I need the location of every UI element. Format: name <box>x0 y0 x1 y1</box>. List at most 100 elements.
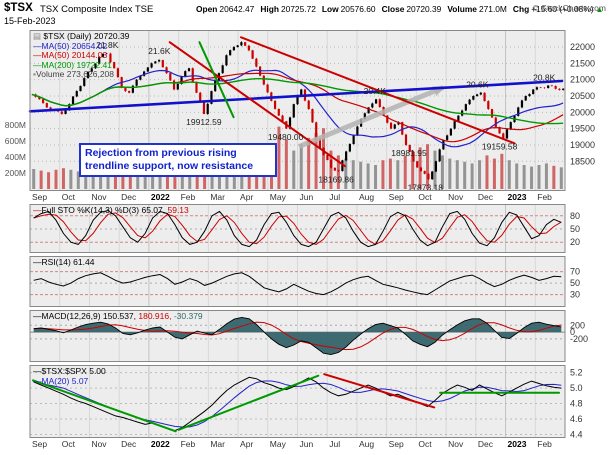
legend-text: $TSX (Daily) 20720.39 <box>43 31 130 41</box>
legend-row: ▪Volume 273,626,208 <box>33 70 129 80</box>
svg-text:200M: 200M <box>5 168 26 178</box>
legend-row: —$TSX:$SPX 5.00 <box>33 366 106 377</box>
month-label: Sep <box>388 192 404 202</box>
stochastics-legend: —Full STO %K(14,3) %D(3) 65.07, 59.13 <box>33 205 189 216</box>
month-label: Oct <box>61 192 75 202</box>
legend-text: — <box>33 50 42 61</box>
legend-text: Volume 273,626,208 <box>36 69 114 80</box>
svg-text:19500: 19500 <box>570 124 595 134</box>
annotation-line1: Rejection from previous rising <box>85 147 237 159</box>
chart-date: 15-Feb-2023 <box>4 16 56 26</box>
month-label: Nov <box>91 439 107 449</box>
price-label: 21.6K <box>148 46 171 56</box>
legend-text: — <box>33 40 42 51</box>
legend-text: $TSX:$SPX 5.00 <box>41 366 106 376</box>
copyright: © StockCharts.com <box>532 3 606 13</box>
price-label: 19480.00 <box>268 132 304 142</box>
quote-value: 271.0M <box>478 4 507 14</box>
legend-text: 65.07, <box>141 205 168 215</box>
svg-text:21000: 21000 <box>570 75 595 85</box>
legend-row: —MA(200) 19722.41 <box>33 59 129 71</box>
month-label: Feb <box>537 439 552 449</box>
svg-text:18500: 18500 <box>570 156 595 166</box>
svg-text:30: 30 <box>570 290 580 300</box>
annotation-arrow <box>298 85 445 149</box>
svg-text:200: 200 <box>570 320 585 330</box>
trendline <box>240 36 516 145</box>
legend-text: — <box>33 205 42 215</box>
legend-text: 59.13 <box>167 205 189 215</box>
price-label: 20.6K <box>466 79 489 89</box>
month-label: Feb <box>180 192 196 202</box>
svg-text:0: 0 <box>570 327 575 337</box>
month-label: 2022 <box>150 192 170 202</box>
month-label: Aug <box>358 439 375 449</box>
month-label: May <box>269 439 286 449</box>
month-label: Feb <box>180 439 196 449</box>
month-label: Jul <box>329 439 341 449</box>
month-axis-top: Sep Oct Nov Dec 2022 Feb Mar Apr May Jun Jul Aug Sep… <box>0 191 609 203</box>
quote-label: Open <box>196 4 218 14</box>
svg-text:600M: 600M <box>5 136 26 146</box>
svg-text:4.4: 4.4 <box>570 429 583 438</box>
price-label: 19912.59 <box>186 117 222 127</box>
trendline <box>31 379 177 433</box>
month-label: Nov <box>448 192 464 202</box>
trendline <box>198 41 235 119</box>
quote-value: 20642.47 <box>219 4 255 14</box>
svg-text:-200: -200 <box>570 334 588 344</box>
month-label: Nov <box>448 439 464 449</box>
legend-text: MA(200) 19722.41 <box>41 59 112 70</box>
legend-row: ▤ $TSX (Daily) 20720.39 <box>33 31 130 42</box>
svg-text:21500: 21500 <box>570 58 595 68</box>
month-label: Sep <box>32 439 48 449</box>
macd-panel: 2000-200 <box>29 310 588 362</box>
chart-menu-icon: ▤ <box>33 31 44 41</box>
quote-value: 20576.60 <box>340 4 376 14</box>
svg-text:70: 70 <box>570 267 580 277</box>
svg-text:800M: 800M <box>5 120 26 130</box>
legend-text: — <box>33 375 42 386</box>
month-label: Sep <box>32 192 48 202</box>
month-label: Apr <box>240 192 254 202</box>
price-label: 18169.86 <box>318 174 354 184</box>
symbol-name: TSX Composite Index TSE <box>40 4 154 15</box>
quote-value: 20725.72 <box>280 4 316 14</box>
price-legend: ▤ $TSX (Daily) 20720.39 —MA(50) 20654.02—… <box>33 31 130 80</box>
svg-text:400M: 400M <box>5 152 26 162</box>
month-label: Dec <box>477 192 493 202</box>
month-label: Jun <box>299 439 314 449</box>
month-label: 2022 <box>150 439 170 449</box>
legend-text: MA(20) 5.07 <box>41 375 89 386</box>
price-label: 19159.58 <box>482 142 518 152</box>
quote-label: Chg <box>512 4 530 14</box>
month-label: 2023 <box>507 192 527 202</box>
annotation-callout: Rejection from previous rising trendline… <box>79 143 277 177</box>
legend-text: MA(50) 20144.03 <box>41 50 108 61</box>
legend-text: 180.916, <box>138 311 174 321</box>
month-axis-bottom: Sep Oct Nov Dec 2022 Feb Mar Apr May Jun Jul Aug Sep… <box>0 438 609 450</box>
legend-row: —MA(50) 20654.02 <box>33 40 129 52</box>
symbol: $TSX <box>4 2 33 14</box>
trendline <box>28 79 564 113</box>
legend-text: — <box>33 311 42 321</box>
legend-row: —Full STO %K(14,3) %D(3) 65.07, 59.13 <box>33 205 189 216</box>
ratio-panel: 5.2 5.0 4.8 4.6 4.4 <box>29 365 583 438</box>
svg-text:4.6: 4.6 <box>570 414 583 424</box>
quote-label: Volume <box>447 4 477 14</box>
legend-text: MACD(12,26,9) <box>41 311 103 321</box>
month-label: Dec <box>121 192 137 202</box>
quote-label: Low <box>321 4 339 14</box>
month-label: Apr <box>240 439 254 449</box>
legend-text: 61.44 <box>73 257 95 267</box>
legend-row: —MA(50) 20144.03 <box>33 50 129 61</box>
month-label: Sep <box>388 439 404 449</box>
rsi-legend: —RSI(14) 61.44 <box>33 257 95 268</box>
legend-text: 150.537, <box>102 311 139 321</box>
price-label: 18981.95 <box>391 148 427 158</box>
month-label: Mar <box>210 192 225 202</box>
quote-value: 20720.39 <box>406 4 442 14</box>
month-label: Aug <box>358 192 375 202</box>
legend-text: — <box>33 59 42 70</box>
